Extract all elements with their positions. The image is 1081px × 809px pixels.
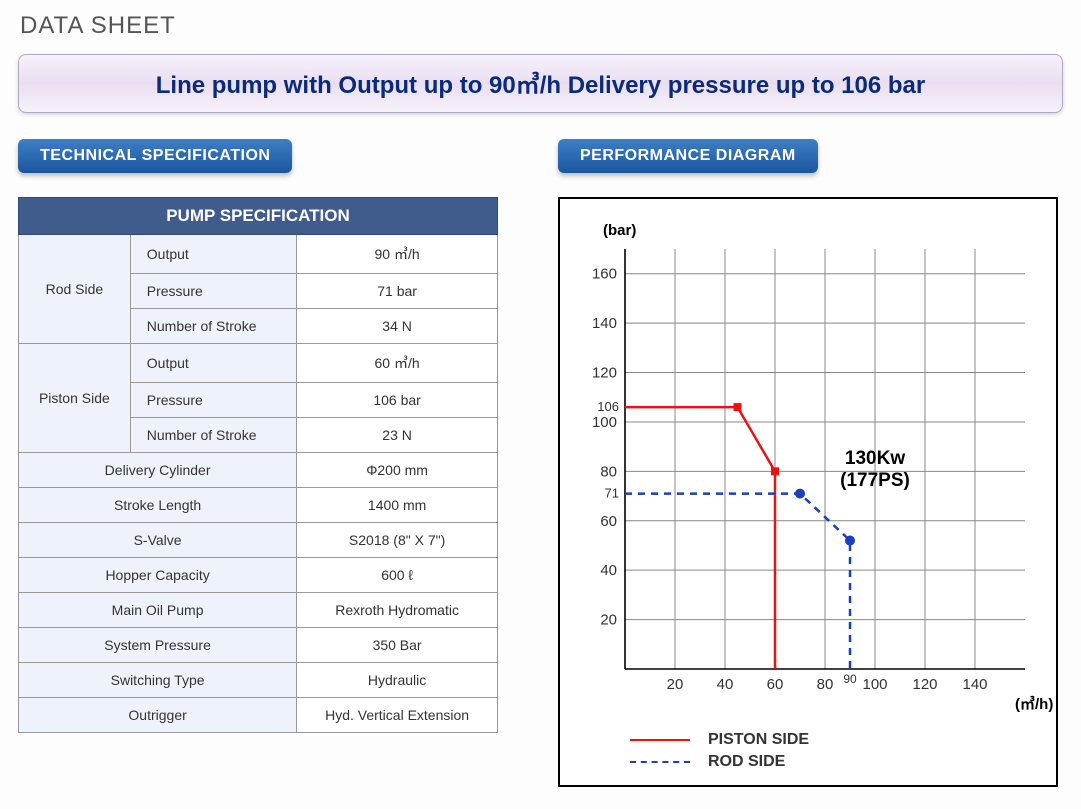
cell-value: Hyd. Vertical Extension bbox=[297, 698, 498, 733]
cell-label: Hopper Capacity bbox=[19, 558, 297, 593]
cell-value: Φ200 mm bbox=[297, 453, 498, 488]
svg-text:40: 40 bbox=[600, 562, 617, 579]
legend-piston: PISTON SIDE bbox=[630, 731, 809, 749]
svg-text:100: 100 bbox=[592, 414, 617, 431]
table-header: PUMP SPECIFICATION bbox=[19, 198, 498, 235]
cell-value: 23 N bbox=[297, 418, 498, 453]
svg-text:120: 120 bbox=[912, 676, 937, 693]
svg-text:60: 60 bbox=[767, 676, 784, 693]
cell-value: 71 bar bbox=[297, 274, 498, 309]
svg-text:20: 20 bbox=[600, 612, 617, 629]
svg-text:140: 140 bbox=[592, 315, 617, 332]
svg-text:80: 80 bbox=[817, 676, 834, 693]
svg-text:71: 71 bbox=[605, 486, 619, 501]
cell-label: Number of Stroke bbox=[130, 309, 296, 344]
cell-label: Number of Stroke bbox=[130, 418, 296, 453]
cell-value: 106 bar bbox=[297, 383, 498, 418]
legend-rod: ROD SIDE bbox=[630, 753, 809, 771]
svg-text:106: 106 bbox=[597, 399, 619, 414]
cell-label: S-Valve bbox=[19, 523, 297, 558]
cell-label: Output bbox=[130, 235, 296, 274]
rod-swatch bbox=[630, 761, 690, 763]
performance-chart: 20 40 60 80 100 120 140 160 20 40 60 80 100 120 140 106… bbox=[560, 199, 1056, 719]
svg-text:60: 60 bbox=[600, 513, 617, 530]
cell-value: S2018 (8" X 7") bbox=[297, 523, 498, 558]
right-column: PERFORMANCE DIAGRAM 20 40 60 80 100 120 140 160… bbox=[558, 139, 1058, 787]
rod-side-label: Rod Side bbox=[19, 235, 131, 344]
cell-value: 34 N bbox=[297, 309, 498, 344]
svg-text:80: 80 bbox=[600, 463, 617, 480]
cell-label: Delivery Cylinder bbox=[19, 453, 297, 488]
cell-label: System Pressure bbox=[19, 628, 297, 663]
chart-box: 20 40 60 80 100 120 140 160 20 40 60 80 100 120 140 106… bbox=[558, 197, 1058, 787]
svg-text:140: 140 bbox=[962, 676, 987, 693]
cell-value: 350 Bar bbox=[297, 628, 498, 663]
cell-label: Stroke Length bbox=[19, 488, 297, 523]
svg-text:40: 40 bbox=[717, 676, 734, 693]
cell-label: Outrigger bbox=[19, 698, 297, 733]
cell-label: Pressure bbox=[130, 274, 296, 309]
cell-label: Main Oil Pump bbox=[19, 593, 297, 628]
left-column: TECHNICAL SPECIFICATION PUMP SPECIFICATI… bbox=[18, 139, 498, 733]
svg-text:(177PS): (177PS) bbox=[840, 470, 910, 491]
legend-rod-label: ROD SIDE bbox=[708, 753, 785, 771]
svg-text:(㎥/h): (㎥/h) bbox=[1015, 695, 1053, 713]
piston-side-label: Piston Side bbox=[19, 344, 131, 453]
svg-text:160: 160 bbox=[592, 266, 617, 283]
legend-piston-label: PISTON SIDE bbox=[708, 731, 809, 749]
svg-text:20: 20 bbox=[667, 676, 684, 693]
piston-swatch bbox=[630, 739, 690, 741]
svg-text:130Kw: 130Kw bbox=[845, 448, 905, 469]
svg-text:120: 120 bbox=[592, 365, 617, 382]
cell-value: 1400 mm bbox=[297, 488, 498, 523]
legend: PISTON SIDE ROD SIDE bbox=[630, 727, 809, 771]
cell-value: Hydraulic bbox=[297, 663, 498, 698]
banner: Line pump with Output up to 90㎥/h Delive… bbox=[18, 54, 1063, 113]
cell-value: 600 ℓ bbox=[297, 558, 498, 593]
columns: TECHNICAL SPECIFICATION PUMP SPECIFICATI… bbox=[18, 139, 1063, 787]
cell-value: 90 ㎥/h bbox=[297, 235, 498, 274]
page-title: DATA SHEET bbox=[20, 12, 1063, 40]
cell-value: 60 ㎥/h bbox=[297, 344, 498, 383]
perf-diagram-pill: PERFORMANCE DIAGRAM bbox=[558, 139, 818, 173]
svg-text:90: 90 bbox=[843, 672, 857, 686]
cell-value: Rexroth Hydromatic bbox=[297, 593, 498, 628]
cell-label: Output bbox=[130, 344, 296, 383]
svg-text:100: 100 bbox=[862, 676, 887, 693]
tech-spec-pill: TECHNICAL SPECIFICATION bbox=[18, 139, 292, 173]
cell-label: Pressure bbox=[130, 383, 296, 418]
cell-label: Switching Type bbox=[19, 663, 297, 698]
spec-table: PUMP SPECIFICATION Rod Side Output 90 ㎥/… bbox=[18, 197, 498, 733]
svg-text:(bar): (bar) bbox=[603, 222, 636, 239]
